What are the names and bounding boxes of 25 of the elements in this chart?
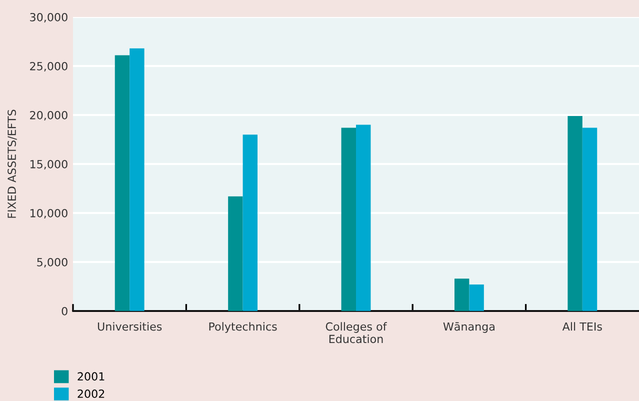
bar — [228, 196, 243, 311]
legend-label: 2001 — [78, 372, 104, 381]
legend-label: 2002 — [78, 389, 104, 398]
x-tick-label: Universities — [98, 322, 162, 331]
y-tick-label: 25,000 — [30, 62, 68, 72]
x-tick-label: Polytechnics — [209, 322, 277, 333]
y-tick-label: 15,000 — [30, 160, 68, 170]
x-tick-label: All TEIs — [562, 322, 602, 331]
bar — [242, 134, 258, 311]
y-tick-label: 5,000 — [37, 258, 68, 268]
bar — [582, 128, 598, 311]
bar — [454, 278, 470, 311]
bar — [356, 124, 371, 311]
bar — [568, 116, 582, 311]
y-tick-label: 20,000 — [30, 110, 68, 121]
x-tick-label: Wānanga — [443, 322, 494, 333]
y-tick-label: 10,000 — [30, 208, 68, 219]
x-tick-label: Colleges of Education — [326, 322, 387, 344]
bar — [130, 48, 144, 311]
bar — [341, 128, 356, 311]
y-axis-title: FIXED ASSETS/EFTS — [8, 110, 17, 218]
y-tick-label: 30,000 — [30, 12, 68, 23]
bar — [469, 284, 484, 311]
bar — [114, 55, 130, 311]
y-tick-label: 0 — [62, 306, 68, 316]
